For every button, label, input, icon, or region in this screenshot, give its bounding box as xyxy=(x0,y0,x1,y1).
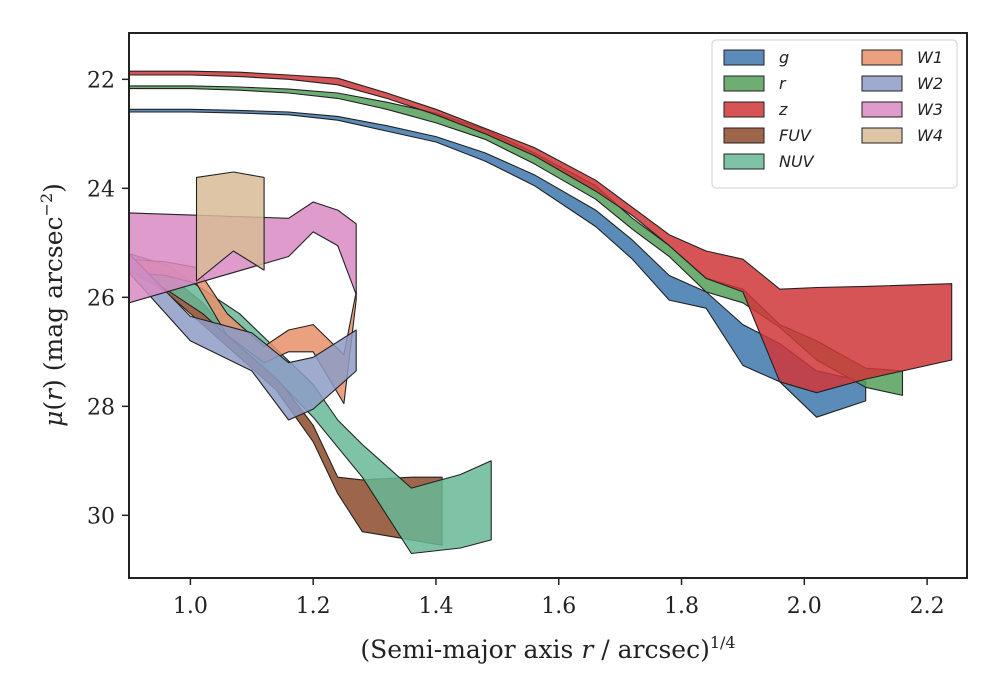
legend-label-w1: W1 xyxy=(917,48,943,67)
band-w2 xyxy=(129,253,357,421)
x-tick-label: 1.6 xyxy=(541,594,576,619)
y-axis-label-sup: −2 xyxy=(37,193,56,217)
legend-swatch-z xyxy=(723,101,765,118)
legend-label-w3: W3 xyxy=(917,100,943,119)
legend-swatch-w2 xyxy=(861,75,903,92)
legend: grz FUV NUV W1 W2 W3 W4 xyxy=(711,39,958,189)
legend-swatch-w1 xyxy=(861,49,903,66)
y-axis-label: μ(r) (mag arcsec−2) xyxy=(37,183,68,427)
legend-label-r: r xyxy=(779,74,787,93)
y-tick-label: 26 xyxy=(87,286,115,311)
legend-label-g: g xyxy=(779,48,789,67)
y-tick-label: 24 xyxy=(87,177,115,202)
x-axis-label-sup: 1/4 xyxy=(710,633,736,652)
x-axis-label-italic: r xyxy=(581,635,595,664)
y-axis-label-end: ) xyxy=(39,183,68,193)
legend-label-fuv: FUV xyxy=(779,126,812,145)
x-tick-label: 2.2 xyxy=(910,594,945,619)
x-tick-label: 2.0 xyxy=(787,594,822,619)
y-axis-label-open: ( xyxy=(39,401,68,411)
band-w4 xyxy=(195,171,265,282)
x-tick-label: 1.4 xyxy=(418,594,453,619)
legend-label-w4: W4 xyxy=(917,126,943,145)
legend-label-z: z xyxy=(778,100,788,119)
y-tick-label: 22 xyxy=(87,68,115,93)
y-tick-label: 28 xyxy=(87,395,115,420)
band-z xyxy=(129,70,953,394)
legend-swatch-nuv xyxy=(723,153,765,170)
legend-swatch-r xyxy=(723,75,765,92)
axes-layer: 1.0 1.2 1.4 1.6 1.8 2.0 2.2 22 24 26 28 30 xyxy=(87,32,968,619)
legend-swatch-fuv xyxy=(723,127,765,144)
y-tick-label: 30 xyxy=(87,504,115,529)
y-axis-label-mu: μ xyxy=(39,411,68,427)
y-axis-label-close: ) (mag arcsec xyxy=(39,216,68,389)
legend-swatch-g xyxy=(723,49,765,66)
x-tick-label: 1.2 xyxy=(296,594,331,619)
plot-frame xyxy=(128,32,968,579)
y-axis-label-italic: r xyxy=(39,387,68,401)
x-axis-label: (Semi-major axis r / arcsec)1/4 xyxy=(360,633,735,664)
legend-label-w2: W2 xyxy=(917,74,943,93)
legend-swatch-w4 xyxy=(861,127,903,144)
band-layer xyxy=(129,70,953,555)
x-axis-label-middle: / arcsec) xyxy=(593,635,710,664)
x-tick-label: 1.8 xyxy=(664,594,699,619)
band-g xyxy=(129,108,867,418)
x-tick-label: 1.0 xyxy=(173,594,208,619)
legend-swatch-w3 xyxy=(861,101,903,118)
x-axis-label-prefix: (Semi-major axis xyxy=(360,635,581,664)
legend-label-nuv: NUV xyxy=(779,152,815,171)
